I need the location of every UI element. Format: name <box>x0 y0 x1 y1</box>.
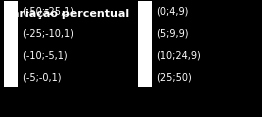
Text: (10;24,9): (10;24,9) <box>156 50 201 60</box>
Text: (5;9,9): (5;9,9) <box>156 28 188 38</box>
Text: (25;50): (25;50) <box>156 72 192 82</box>
Text: (0;4,9): (0;4,9) <box>156 6 188 16</box>
Bar <box>4 1 18 87</box>
Text: Variação percentual: Variação percentual <box>4 9 129 19</box>
Bar <box>138 1 152 87</box>
Text: (-50;-25,1): (-50;-25,1) <box>22 6 74 16</box>
Text: (-25;-10,1): (-25;-10,1) <box>22 28 74 38</box>
Text: (-5;-0,1): (-5;-0,1) <box>22 72 62 82</box>
Text: (-10;-5,1): (-10;-5,1) <box>22 50 68 60</box>
